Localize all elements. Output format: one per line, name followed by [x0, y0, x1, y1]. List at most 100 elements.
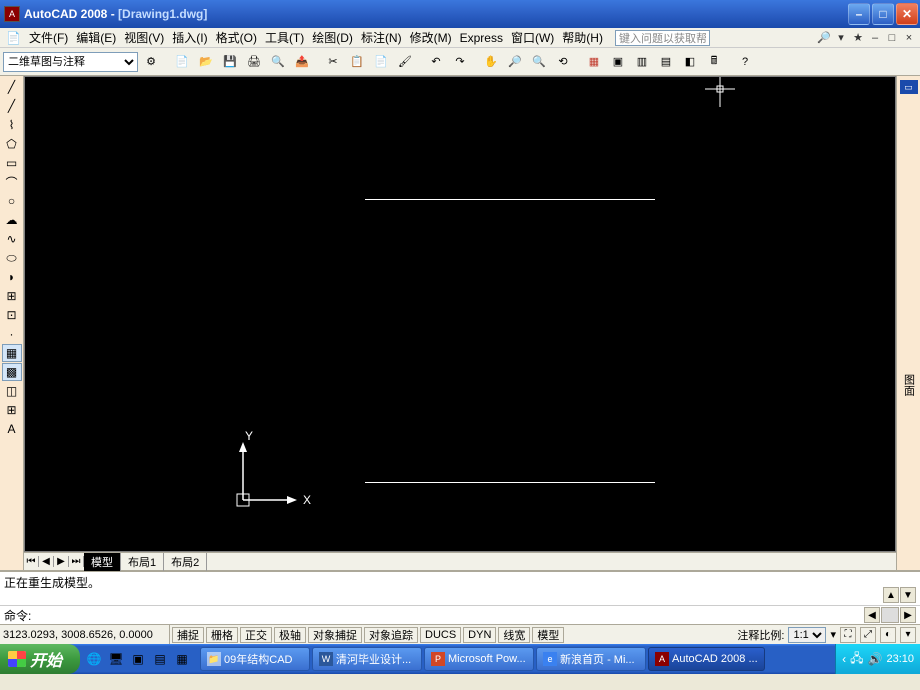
- menu-file[interactable]: 文件(F): [25, 27, 72, 48]
- save-icon[interactable]: 💾: [219, 51, 241, 73]
- task-item-2[interactable]: PMicrosoft Pow...: [424, 647, 534, 671]
- menu-insert[interactable]: 插入(I): [168, 27, 211, 48]
- toggle-polar[interactable]: 极轴: [274, 627, 306, 643]
- tab-first-icon[interactable]: ⏮: [24, 556, 39, 567]
- cmd-scroll-left-icon[interactable]: ◀: [864, 607, 880, 623]
- maximize-button[interactable]: □: [872, 3, 894, 25]
- xline-tool-icon[interactable]: ╱: [2, 97, 22, 115]
- table-tool-icon[interactable]: ⊞: [2, 401, 22, 419]
- pan-icon[interactable]: ✋: [480, 51, 502, 73]
- cut-icon[interactable]: ✂: [322, 51, 344, 73]
- gradient-tool-icon[interactable]: ▩: [2, 363, 22, 381]
- cmd-scroll-up-icon[interactable]: ▲: [883, 587, 899, 603]
- ellipse-tool-icon[interactable]: ⬭: [2, 249, 22, 267]
- menu-format[interactable]: 格式(O): [212, 27, 261, 48]
- tab-layout1[interactable]: 布局1: [121, 553, 164, 571]
- insert-block-icon[interactable]: ⊞: [2, 287, 22, 305]
- menu-window[interactable]: 窗口(W): [507, 27, 558, 48]
- toggle-lwt[interactable]: 线宽: [498, 627, 530, 643]
- toggle-grid[interactable]: 栅格: [206, 627, 238, 643]
- polygon-tool-icon[interactable]: ⬠: [2, 135, 22, 153]
- zoom-prev-icon[interactable]: ⟲: [552, 51, 574, 73]
- start-button[interactable]: 开始: [0, 644, 80, 674]
- task-item-4[interactable]: AAutoCAD 2008 ...: [648, 647, 765, 671]
- close-button[interactable]: ✕: [896, 3, 918, 25]
- panel-icon[interactable]: ▭: [900, 80, 918, 94]
- open-icon[interactable]: 📂: [195, 51, 217, 73]
- drawing-canvas[interactable]: Y X: [24, 76, 896, 552]
- ql-app1-icon[interactable]: ▣: [128, 648, 148, 670]
- ql-desktop-icon[interactable]: 🖥: [106, 648, 126, 670]
- tray-icon[interactable]: ▾: [900, 627, 916, 643]
- help-icon[interactable]: ?: [734, 51, 756, 73]
- tab-model[interactable]: 模型: [84, 553, 121, 571]
- menu-dim[interactable]: 标注(N): [357, 27, 406, 48]
- toggle-model[interactable]: 模型: [532, 627, 564, 643]
- toggle-ducs[interactable]: DUCS: [420, 627, 461, 643]
- zoom-window-icon[interactable]: 🔍: [528, 51, 550, 73]
- toggle-otrack[interactable]: 对象追踪: [364, 627, 418, 643]
- toggle-dyn[interactable]: DYN: [463, 627, 496, 643]
- minimize-button[interactable]: –: [848, 3, 870, 25]
- publish-icon[interactable]: 📤: [291, 51, 313, 73]
- menu-tools[interactable]: 工具(T): [261, 27, 308, 48]
- tab-prev-icon[interactable]: ◀: [39, 556, 54, 567]
- undo-icon[interactable]: ↶: [425, 51, 447, 73]
- calc-icon[interactable]: 🖩: [703, 51, 725, 73]
- design-center-icon[interactable]: ▣: [607, 51, 629, 73]
- command-line[interactable]: 命令: ◀ ▶: [0, 606, 920, 624]
- tab-last-icon[interactable]: ⏭: [69, 556, 84, 567]
- toggle-osnap[interactable]: 对象捕捉: [308, 627, 362, 643]
- print-icon[interactable]: 🖨: [243, 51, 265, 73]
- copy-icon[interactable]: 📋: [346, 51, 368, 73]
- menu-help[interactable]: 帮助(H): [558, 27, 607, 48]
- mdi-min-icon[interactable]: –: [868, 31, 882, 45]
- redo-icon[interactable]: ↷: [449, 51, 471, 73]
- task-item-0[interactable]: 📁09年结构CAD: [200, 647, 310, 671]
- hatch-tool-icon[interactable]: ▦: [2, 344, 22, 362]
- ellipse-arc-tool-icon[interactable]: ◗: [2, 268, 22, 286]
- cmd-scroll-track[interactable]: [881, 607, 899, 623]
- favorite-icon[interactable]: ★: [851, 31, 865, 45]
- cmd-scroll-right-icon[interactable]: ▶: [900, 607, 916, 623]
- new-icon[interactable]: 📄: [171, 51, 193, 73]
- menu-view[interactable]: 视图(V): [120, 27, 168, 48]
- tab-layout2[interactable]: 布局2: [164, 553, 207, 571]
- scale-dropdown-icon[interactable]: ▾: [830, 628, 836, 641]
- line-tool-icon[interactable]: ╱: [2, 78, 22, 96]
- tab-next-icon[interactable]: ▶: [54, 556, 69, 567]
- paste-icon[interactable]: 📄: [370, 51, 392, 73]
- ql-app3-icon[interactable]: ▦: [172, 648, 192, 670]
- point-tool-icon[interactable]: ·: [2, 325, 22, 343]
- scale-select[interactable]: 1:1: [788, 627, 826, 643]
- menu-edit[interactable]: 编辑(E): [72, 27, 120, 48]
- tray-volume-icon[interactable]: 🔊: [868, 652, 883, 666]
- annotation-icon[interactable]: ⛶: [840, 627, 856, 643]
- toggle-ortho[interactable]: 正交: [240, 627, 272, 643]
- match-icon[interactable]: 🖌: [394, 51, 416, 73]
- rectangle-tool-icon[interactable]: ▭: [2, 154, 22, 172]
- zoom-icon[interactable]: 🔎: [504, 51, 526, 73]
- ws-settings-icon[interactable]: ⚙: [140, 51, 162, 73]
- task-item-1[interactable]: W清河毕业设计...: [312, 647, 422, 671]
- cmd-scroll-down-icon[interactable]: ▼: [900, 587, 916, 603]
- annoscale-icon[interactable]: ⤢: [860, 627, 876, 643]
- toggle-snap[interactable]: 捕捉: [172, 627, 204, 643]
- sheet-icon[interactable]: ▤: [655, 51, 677, 73]
- task-item-3[interactable]: e新浪首页 - Mi...: [536, 647, 646, 671]
- mdi-max-icon[interactable]: □: [885, 31, 899, 45]
- tray-network-icon[interactable]: 🖧: [850, 649, 863, 670]
- markup-icon[interactable]: ◧: [679, 51, 701, 73]
- preview-icon[interactable]: 🔍: [267, 51, 289, 73]
- circle-tool-icon[interactable]: ○: [2, 192, 22, 210]
- tool-palette-icon[interactable]: ▥: [631, 51, 653, 73]
- menu-draw[interactable]: 绘图(D): [308, 27, 357, 48]
- menu-express[interactable]: Express: [456, 29, 507, 47]
- ql-app2-icon[interactable]: ▤: [150, 648, 170, 670]
- revcloud-tool-icon[interactable]: ☁: [2, 211, 22, 229]
- lock-icon[interactable]: ◐: [880, 627, 896, 643]
- tray-expand-icon[interactable]: ‹: [842, 652, 846, 666]
- spline-tool-icon[interactable]: ∿: [2, 230, 22, 248]
- properties-icon[interactable]: ▦: [583, 51, 605, 73]
- workspace-select[interactable]: 二维草图与注释: [3, 52, 138, 72]
